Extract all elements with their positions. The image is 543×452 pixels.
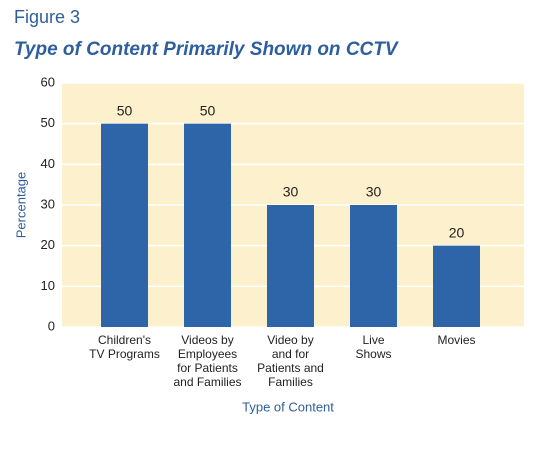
bar xyxy=(184,123,231,328)
x-tick-label: Videos by Employees for Patients and Fam… xyxy=(173,333,242,389)
x-tick-label: Live Shows xyxy=(355,333,392,361)
y-tick-label: 10 xyxy=(41,278,55,293)
y-tick-label: 40 xyxy=(41,156,55,171)
x-tick-label: Video by and for Patients and Families xyxy=(257,333,324,389)
value-label: 30 xyxy=(283,184,299,200)
figure-label: Figure 3 xyxy=(14,7,80,27)
value-label: 20 xyxy=(449,224,465,240)
value-label: 30 xyxy=(366,184,382,200)
bar xyxy=(101,123,148,328)
value-label: 50 xyxy=(200,102,216,118)
x-axis-label: Type of Content xyxy=(242,399,334,414)
x-tick-label: Movies xyxy=(437,333,476,347)
y-tick-label: 50 xyxy=(41,115,55,130)
chart-title: Type of Content Primarily Shown on CCTV xyxy=(14,39,399,60)
bar xyxy=(267,205,314,327)
y-tick-label: 30 xyxy=(41,196,55,211)
y-tick-label: 20 xyxy=(41,237,55,252)
y-axis-label: Percentage xyxy=(13,172,28,239)
bar xyxy=(350,205,397,327)
y-tick-label: 0 xyxy=(48,318,55,333)
y-tick-label: 60 xyxy=(41,74,55,89)
value-label: 50 xyxy=(117,102,133,118)
bar xyxy=(433,245,480,327)
x-tick-label: Children's TV Programs xyxy=(89,333,160,361)
